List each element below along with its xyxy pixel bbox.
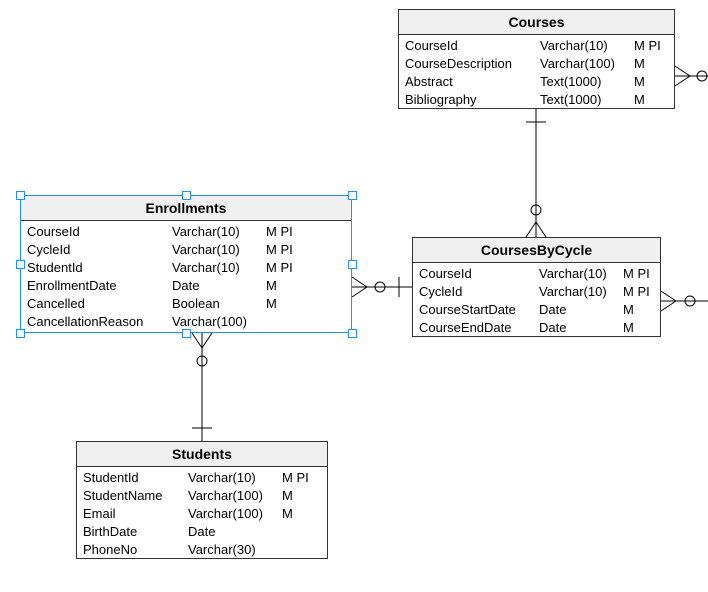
entity-courses-header: Courses	[399, 10, 674, 35]
entity-courses[interactable]: Courses CourseId Varchar(10) M PI Course…	[398, 9, 675, 109]
entity-row: Email Varchar(100) M	[83, 505, 321, 523]
selection-handle[interactable]	[348, 329, 357, 338]
selection-handle[interactable]	[16, 260, 25, 269]
entity-students[interactable]: Students StudentId Varchar(10) M PI Stud…	[76, 441, 328, 559]
selection-handle[interactable]	[182, 329, 191, 338]
rel-coursesbycycle-to-enrollments	[352, 277, 412, 297]
entity-students-body: StudentId Varchar(10) M PI StudentName V…	[77, 467, 327, 563]
entity-row: StudentId Varchar(10) M PI	[27, 259, 345, 277]
entity-coursesbycycle-body: CourseId Varchar(10) M PI CycleId Varcha…	[413, 263, 660, 341]
selection-handle[interactable]	[16, 329, 25, 338]
entity-enrollments[interactable]: Enrollments CourseId Varchar(10) M PI Cy…	[20, 195, 352, 333]
entity-row: CycleId Varchar(10) M PI	[419, 283, 654, 301]
entity-row: Abstract Text(1000) M	[405, 73, 668, 91]
selection-handle[interactable]	[16, 191, 25, 200]
entity-row: CourseId Varchar(10) M PI	[27, 223, 345, 241]
entity-row: CourseStartDate Date M	[419, 301, 654, 319]
entity-row: CourseEndDate Date M	[419, 319, 654, 337]
entity-row: StudentId Varchar(10) M PI	[83, 469, 321, 487]
entity-courses-body: CourseId Varchar(10) M PI CourseDescript…	[399, 35, 674, 113]
entity-row: CourseId Varchar(10) M PI	[405, 37, 668, 55]
entity-row: Bibliography Text(1000) M	[405, 91, 668, 109]
entity-row: PhoneNo Varchar(30)	[83, 541, 321, 559]
entity-row: CourseDescription Varchar(100) M	[405, 55, 668, 73]
entity-row: Cancelled Boolean M	[27, 295, 345, 313]
entity-row: BirthDate Date	[83, 523, 321, 541]
rel-students-to-enrollments	[192, 333, 212, 441]
selection-handle[interactable]	[348, 191, 357, 200]
entity-coursesbycycle[interactable]: CoursesByCycle CourseId Varchar(10) M PI…	[412, 237, 661, 337]
rel-external-to-courses	[675, 66, 708, 86]
selection-handle[interactable]	[348, 260, 357, 269]
entity-row: CycleId Varchar(10) M PI	[27, 241, 345, 259]
entity-enrollments-body: CourseId Varchar(10) M PI CycleId Varcha…	[21, 221, 351, 335]
selection-handle[interactable]	[182, 191, 191, 200]
entity-row: CourseId Varchar(10) M PI	[419, 265, 654, 283]
entity-row: EnrollmentDate Date M	[27, 277, 345, 295]
entity-students-header: Students	[77, 442, 327, 467]
entity-row: StudentName Varchar(100) M	[83, 487, 321, 505]
rel-courses-to-coursesbycycle	[526, 109, 546, 237]
entity-coursesbycycle-header: CoursesByCycle	[413, 238, 660, 263]
rel-external-to-coursesbycycle	[661, 291, 708, 311]
